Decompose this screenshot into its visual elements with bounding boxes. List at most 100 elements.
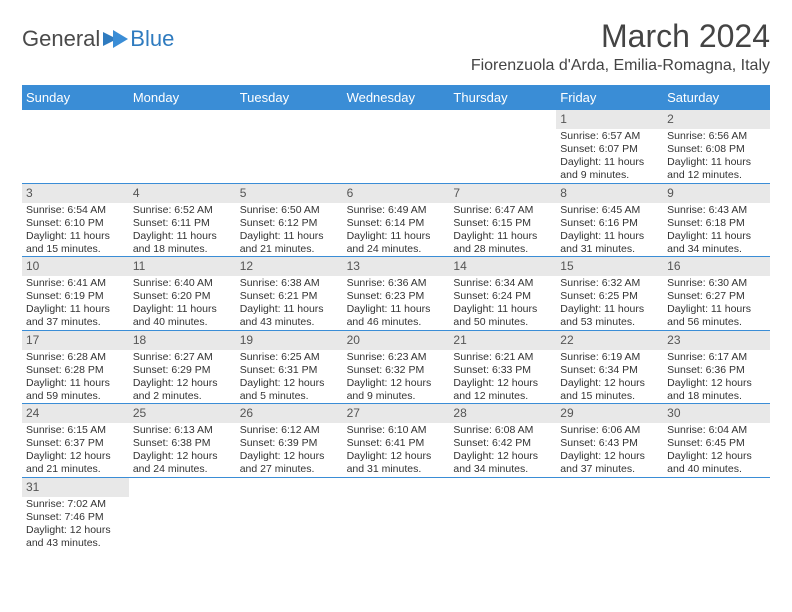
day-detail-line: Sunrise: 6:40 AM [133, 277, 232, 290]
day-cell [22, 110, 129, 183]
day-cell: 28Sunrise: 6:08 AMSunset: 6:42 PMDayligh… [449, 404, 556, 477]
day-detail-line: and 2 minutes. [133, 390, 232, 403]
day-detail-line: and 34 minutes. [667, 243, 766, 256]
day-detail-line: Daylight: 12 hours [560, 377, 659, 390]
day-detail-line: Daylight: 11 hours [26, 230, 125, 243]
week-row: 31Sunrise: 7:02 AMSunset: 7:46 PMDayligh… [22, 478, 770, 551]
day-cell: 7Sunrise: 6:47 AMSunset: 6:15 PMDaylight… [449, 184, 556, 257]
day-detail-line: and 37 minutes. [560, 463, 659, 476]
day-detail-line: Sunrise: 6:49 AM [347, 204, 446, 217]
day-detail-line: and 59 minutes. [26, 390, 125, 403]
day-detail-line: and 43 minutes. [240, 316, 339, 329]
day-detail-line: Daylight: 11 hours [26, 377, 125, 390]
day-detail-line: Sunrise: 6:57 AM [560, 130, 659, 143]
day-detail-line: Sunset: 6:25 PM [560, 290, 659, 303]
day-detail-line: Daylight: 12 hours [240, 377, 339, 390]
day-cell: 4Sunrise: 6:52 AMSunset: 6:11 PMDaylight… [129, 184, 236, 257]
day-detail-line: Sunrise: 6:08 AM [453, 424, 552, 437]
day-cell [556, 478, 663, 551]
day-cell: 18Sunrise: 6:27 AMSunset: 6:29 PMDayligh… [129, 331, 236, 404]
day-number: 13 [343, 257, 450, 276]
day-cell: 9Sunrise: 6:43 AMSunset: 6:18 PMDaylight… [663, 184, 770, 257]
day-details: Sunrise: 6:23 AMSunset: 6:32 PMDaylight:… [343, 351, 450, 404]
day-number: 12 [236, 257, 343, 276]
day-detail-line: Sunset: 6:19 PM [26, 290, 125, 303]
day-cell: 14Sunrise: 6:34 AMSunset: 6:24 PMDayligh… [449, 257, 556, 330]
day-detail-line: Daylight: 12 hours [667, 450, 766, 463]
day-detail-line: Sunrise: 6:27 AM [133, 351, 232, 364]
day-details: Sunrise: 6:06 AMSunset: 6:43 PMDaylight:… [556, 424, 663, 477]
day-detail-line: and 18 minutes. [667, 390, 766, 403]
day-number: 31 [22, 478, 129, 497]
day-detail-line: Sunrise: 6:52 AM [133, 204, 232, 217]
day-cell [449, 110, 556, 183]
day-cell: 10Sunrise: 6:41 AMSunset: 6:19 PMDayligh… [22, 257, 129, 330]
day-details: Sunrise: 6:32 AMSunset: 6:25 PMDaylight:… [556, 277, 663, 330]
day-cell [449, 478, 556, 551]
day-detail-line: and 27 minutes. [240, 463, 339, 476]
calendar: SundayMondayTuesdayWednesdayThursdayFrid… [22, 85, 770, 550]
day-number: 6 [343, 184, 450, 203]
day-cell: 1Sunrise: 6:57 AMSunset: 6:07 PMDaylight… [556, 110, 663, 183]
day-cell: 17Sunrise: 6:28 AMSunset: 6:28 PMDayligh… [22, 331, 129, 404]
day-number [343, 478, 450, 497]
day-cell [236, 110, 343, 183]
day-detail-line: Sunset: 6:33 PM [453, 364, 552, 377]
day-detail-line: Sunset: 6:10 PM [26, 217, 125, 230]
day-detail-line: and 50 minutes. [453, 316, 552, 329]
day-detail-line: Daylight: 11 hours [667, 230, 766, 243]
day-detail-line: and 15 minutes. [560, 390, 659, 403]
day-number: 7 [449, 184, 556, 203]
day-detail-line: Sunrise: 6:21 AM [453, 351, 552, 364]
day-cell: 15Sunrise: 6:32 AMSunset: 6:25 PMDayligh… [556, 257, 663, 330]
day-detail-line: Sunrise: 6:54 AM [26, 204, 125, 217]
day-detail-line: Daylight: 12 hours [453, 377, 552, 390]
day-cell [343, 478, 450, 551]
day-detail-line: Sunset: 6:34 PM [560, 364, 659, 377]
day-detail-line: Daylight: 11 hours [560, 230, 659, 243]
day-detail-line: Daylight: 11 hours [347, 303, 446, 316]
day-header-cell: Monday [129, 85, 236, 110]
day-number: 27 [343, 404, 450, 423]
day-number: 25 [129, 404, 236, 423]
day-number [236, 110, 343, 129]
day-header-row: SundayMondayTuesdayWednesdayThursdayFrid… [22, 85, 770, 110]
day-details: Sunrise: 6:45 AMSunset: 6:16 PMDaylight:… [556, 204, 663, 257]
day-detail-line: Sunset: 6:15 PM [453, 217, 552, 230]
day-detail-line: Sunrise: 7:02 AM [26, 498, 125, 511]
day-cell: 29Sunrise: 6:06 AMSunset: 6:43 PMDayligh… [556, 404, 663, 477]
day-detail-line: Sunrise: 6:23 AM [347, 351, 446, 364]
day-detail-line: Sunset: 6:38 PM [133, 437, 232, 450]
day-number: 30 [663, 404, 770, 423]
day-number [449, 110, 556, 129]
day-number: 14 [449, 257, 556, 276]
day-detail-line: Sunrise: 6:45 AM [560, 204, 659, 217]
day-details: Sunrise: 6:12 AMSunset: 6:39 PMDaylight:… [236, 424, 343, 477]
day-details: Sunrise: 6:15 AMSunset: 6:37 PMDaylight:… [22, 424, 129, 477]
day-detail-line: Sunrise: 6:28 AM [26, 351, 125, 364]
day-cell: 8Sunrise: 6:45 AMSunset: 6:16 PMDaylight… [556, 184, 663, 257]
day-detail-line: and 12 minutes. [453, 390, 552, 403]
day-detail-line: and 21 minutes. [240, 243, 339, 256]
day-number: 2 [663, 110, 770, 129]
day-number: 3 [22, 184, 129, 203]
day-detail-line: Daylight: 11 hours [133, 303, 232, 316]
day-details: Sunrise: 6:50 AMSunset: 6:12 PMDaylight:… [236, 204, 343, 257]
day-header-cell: Tuesday [236, 85, 343, 110]
day-detail-line: Daylight: 11 hours [240, 303, 339, 316]
day-detail-line: and 43 minutes. [26, 537, 125, 550]
day-detail-line: Sunrise: 6:47 AM [453, 204, 552, 217]
day-detail-line: Sunset: 6:18 PM [667, 217, 766, 230]
day-detail-line: Daylight: 11 hours [667, 303, 766, 316]
day-number [236, 478, 343, 497]
day-cell: 3Sunrise: 6:54 AMSunset: 6:10 PMDaylight… [22, 184, 129, 257]
day-detail-line: and 34 minutes. [453, 463, 552, 476]
day-cell [129, 478, 236, 551]
day-detail-line: Daylight: 11 hours [26, 303, 125, 316]
day-number: 1 [556, 110, 663, 129]
day-number: 5 [236, 184, 343, 203]
day-detail-line: Sunset: 6:31 PM [240, 364, 339, 377]
day-detail-line: Sunrise: 6:19 AM [560, 351, 659, 364]
day-number [449, 478, 556, 497]
day-details: Sunrise: 6:41 AMSunset: 6:19 PMDaylight:… [22, 277, 129, 330]
